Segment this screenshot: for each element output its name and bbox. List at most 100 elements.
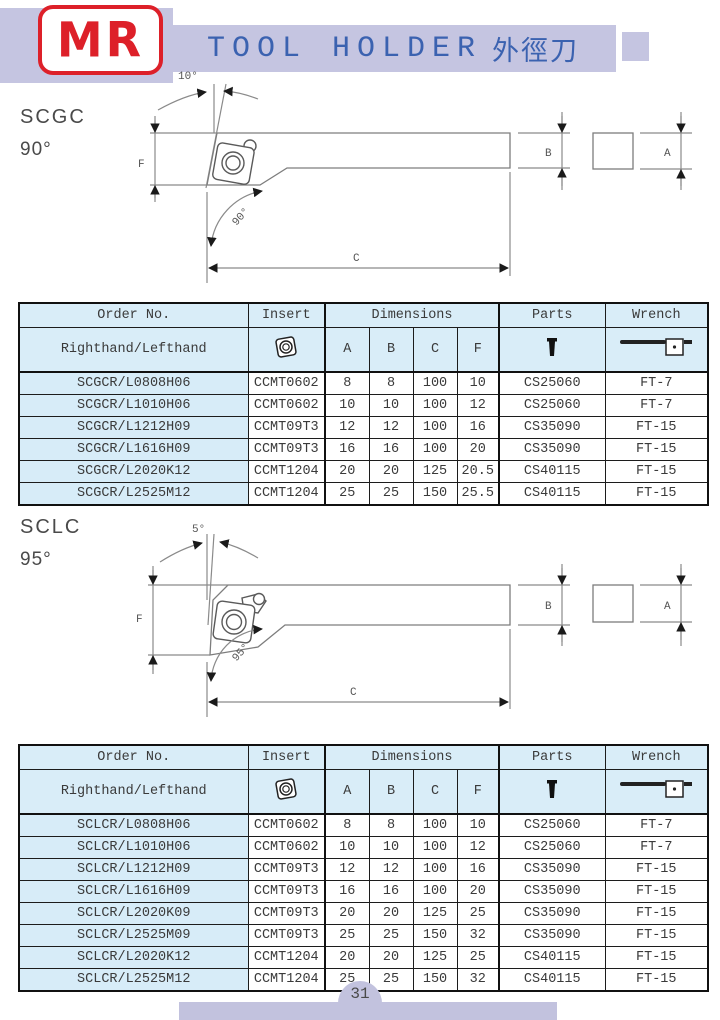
footer-bar (179, 1002, 557, 1020)
table-cell: 10 (368, 836, 414, 859)
col-wrench: Wrench (604, 302, 709, 328)
table-cell: CS35090 (498, 858, 606, 881)
table-cell: 25 (456, 902, 500, 925)
table-header-row: Order No. Insert Dimensions Parts Wrench (18, 744, 709, 770)
table-row: SCLCR/L2020K12 CCMT1204 20 20 125 25 CS40115 FT… (18, 946, 709, 969)
col-insert: Insert (247, 302, 326, 328)
table-cell: CS25060 (498, 813, 606, 837)
mr-logo-text: MR (56, 11, 145, 69)
table-cell: 8 (324, 813, 370, 837)
table-cell: 8 (324, 371, 370, 395)
table-cell: 20 (368, 902, 414, 925)
table-cell: CCMT1204 (247, 482, 326, 506)
table-cell: 100 (412, 880, 458, 903)
col-dim-c: C (412, 769, 458, 815)
col-wrench: Wrench (604, 744, 709, 770)
table-cell: 10 (324, 394, 370, 417)
table-cell: CCMT0602 (247, 813, 326, 837)
col-dim-b: B (368, 769, 414, 815)
table-cell: 10 (368, 394, 414, 417)
table-cell: FT-15 (604, 880, 709, 903)
table-cell: FT-7 (604, 394, 709, 417)
dim-label-b: B (545, 148, 552, 160)
spec-table-sclc: Order No. Insert Dimensions Parts Wrench… (18, 744, 710, 992)
table-cell: 100 (412, 813, 458, 837)
shank-end-view: A (592, 564, 692, 646)
dim-label-a: A (664, 148, 671, 160)
table-cell: 16 (324, 880, 370, 903)
dim-f: F (138, 116, 217, 202)
table-header-row: Order No. Insert Dimensions Parts Wrench (18, 302, 709, 328)
table-cell: 100 (412, 394, 458, 417)
table-cell: CCMT1204 (247, 946, 326, 969)
table-cell: 16 (456, 416, 500, 439)
table-cell: SCLCR/L0808H06 (18, 813, 249, 837)
table-cell: FT-15 (604, 902, 709, 925)
table-cell: CCMT09T3 (247, 902, 326, 925)
insert-shape-icon (247, 327, 326, 373)
lead-angle-construction: 5° (159, 524, 259, 626)
table-cell: 20.5 (456, 460, 500, 483)
table-cell: CCMT09T3 (247, 880, 326, 903)
table-cell: CCMT09T3 (247, 924, 326, 947)
col-order-no: Order No. (18, 744, 249, 770)
mr-logo: MR (38, 5, 163, 75)
table-cell: 150 (412, 968, 458, 992)
table-cell: CS35090 (498, 902, 606, 925)
table-cell: CS40115 (498, 946, 606, 969)
insert-shape-icon (247, 769, 326, 815)
table-cell: 25 (368, 482, 414, 506)
table-cell: SCLCR/L2525M12 (18, 968, 249, 992)
dim-label-c: C (350, 687, 357, 699)
table-cell: SCLCR/L1010H06 (18, 836, 249, 859)
table-cell: 25.5 (456, 482, 500, 506)
table-cell: 20 (368, 460, 414, 483)
col-dim-f: F (456, 327, 500, 373)
table-cell: 25 (324, 482, 370, 506)
dim-b: B (518, 112, 570, 190)
table-cell: FT-7 (604, 371, 709, 395)
table-row: SCLCR/L2020K09 CCMT09T3 20 20 125 25 CS35090 FT… (18, 902, 709, 925)
table-row: SCGCR/L0808H06 CCMT0602 8 8 100 10 CS25060 FT-7 (18, 371, 709, 395)
table-cell: CS25060 (498, 394, 606, 417)
table-cell: FT-15 (604, 438, 709, 461)
table-cell: 12 (324, 858, 370, 881)
table-row: SCLCR/L1212H09 CCMT09T3 12 12 100 16 CS35090 FT… (18, 858, 709, 881)
section-code-sclc: SCLC (20, 516, 82, 538)
col-insert: Insert (247, 744, 326, 770)
table-cell: CS25060 (498, 371, 606, 395)
table-cell: FT-7 (604, 813, 709, 837)
table-cell: 12 (324, 416, 370, 439)
table-cell: 100 (412, 438, 458, 461)
table-subheader-row: Righthand/Lefthand A B C F (18, 327, 709, 373)
table-cell: SCGCR/L2525M12 (18, 482, 249, 506)
table-cell: 20 (456, 438, 500, 461)
section-angle-sclc: 95° (20, 549, 52, 570)
table-cell: 12 (456, 394, 500, 417)
table-cell: 12 (368, 416, 414, 439)
col-dim-a: A (324, 769, 370, 815)
table-cell: 10 (456, 371, 500, 395)
col-dim-a: A (324, 327, 370, 373)
table-cell: FT-15 (604, 482, 709, 506)
table-cell: CCMT1204 (247, 968, 326, 992)
table-cell: CS40115 (498, 968, 606, 992)
table-body-sclc: SCLCR/L0808H06 CCMT0602 8 8 100 10 CS25060 FT-7… (18, 813, 709, 992)
clamp-screw-icon (498, 769, 606, 815)
table-cell: 100 (412, 858, 458, 881)
table-cell: 100 (412, 416, 458, 439)
shank-end-view: A (592, 112, 692, 190)
table-cell: 150 (412, 482, 458, 506)
table-cell: CS35090 (498, 924, 606, 947)
table-cell: FT-7 (604, 836, 709, 859)
dim-label-b: B (545, 601, 552, 613)
table-cell: CCMT0602 (247, 371, 326, 395)
table-row: SCGCR/L1616H09 CCMT09T3 16 16 100 20 CS35090 FT… (18, 438, 709, 461)
cutting-angle: 90° (206, 187, 263, 283)
table-cell: FT-15 (604, 460, 709, 483)
table-cell: 8 (368, 371, 414, 395)
section-code-scgc: SCGC (20, 106, 86, 128)
table-cell: 100 (412, 836, 458, 859)
dim-f: F (136, 566, 228, 674)
